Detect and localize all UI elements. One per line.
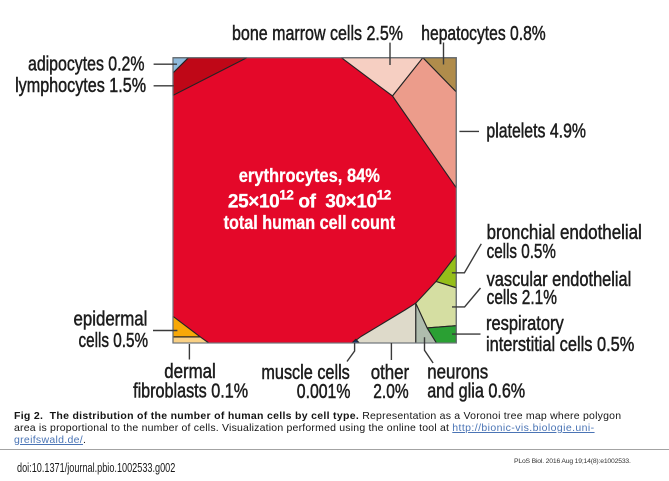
svg-text:total human cell count: total human cell count: [224, 213, 396, 234]
svg-text:bone marrow cells 2.5%: bone marrow cells 2.5%: [232, 22, 403, 45]
svg-text:erythrocytes, 84%: erythrocytes, 84%: [239, 166, 380, 187]
svg-text:respiratory: respiratory: [486, 312, 564, 335]
svg-text:muscle cells: muscle cells: [261, 361, 349, 384]
svg-text:other: other: [371, 361, 410, 384]
svg-text:25×1012 of 30×1012: 25×1012 of 30×1012: [228, 187, 391, 212]
svg-text:cells 0.5%: cells 0.5%: [79, 329, 149, 352]
svg-text:fibroblasts 0.1%: fibroblasts 0.1%: [133, 379, 248, 402]
svg-text:lymphocytes 1.5%: lymphocytes 1.5%: [15, 74, 146, 97]
svg-text:platelets 4.9%: platelets 4.9%: [486, 120, 586, 143]
svg-text:adipocytes 0.2%: adipocytes 0.2%: [28, 52, 145, 75]
svg-text:epidermal: epidermal: [74, 308, 148, 331]
svg-text:dermal: dermal: [164, 360, 216, 383]
svg-text:vascular endothelial: vascular endothelial: [487, 268, 632, 291]
svg-text:hepatocytes 0.8%: hepatocytes 0.8%: [421, 22, 545, 45]
svg-text:0.001%: 0.001%: [297, 380, 351, 403]
svg-text:and glia 0.6%: and glia 0.6%: [427, 380, 525, 403]
svg-text:neurons: neurons: [427, 360, 488, 383]
svg-text:cells 0.5%: cells 0.5%: [487, 240, 556, 263]
svg-text:2.0%: 2.0%: [373, 380, 408, 403]
svg-text:bronchial endothelial: bronchial endothelial: [487, 221, 642, 244]
svg-text:interstitial cells 0.5%: interstitial cells 0.5%: [486, 333, 634, 356]
svg-text:cells 2.1%: cells 2.1%: [487, 286, 557, 309]
